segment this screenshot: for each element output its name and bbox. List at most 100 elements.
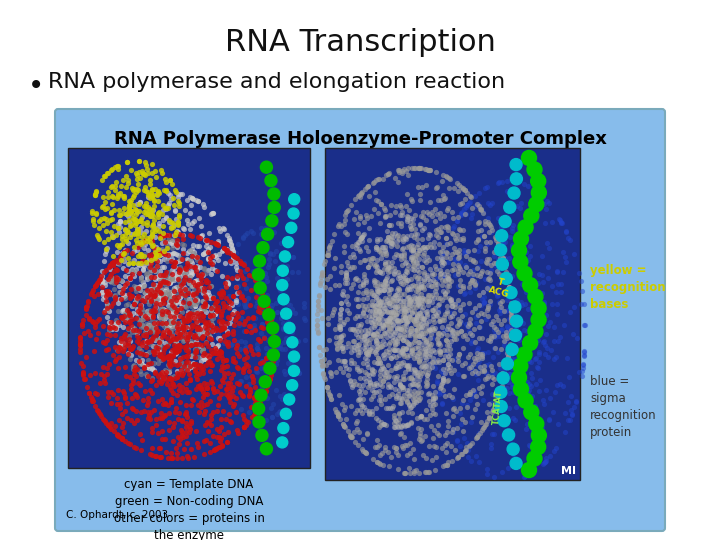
Point <box>454 409 465 417</box>
Point <box>328 308 339 316</box>
Point <box>476 417 487 426</box>
Point <box>266 325 278 334</box>
Point <box>175 366 186 375</box>
Point <box>566 411 577 420</box>
Point <box>142 296 153 305</box>
Point <box>240 345 251 354</box>
Point <box>143 306 155 314</box>
Point <box>382 273 393 281</box>
Point <box>141 269 153 278</box>
Circle shape <box>523 335 538 350</box>
Point <box>422 291 433 299</box>
Point <box>397 274 408 282</box>
Point <box>232 312 243 321</box>
Point <box>107 259 118 268</box>
Point <box>333 332 345 341</box>
Point <box>140 269 152 278</box>
Point <box>204 282 215 291</box>
Point <box>441 460 452 469</box>
Point <box>217 325 228 334</box>
Point <box>397 408 408 417</box>
Point <box>446 309 457 318</box>
Point <box>354 381 365 390</box>
Point <box>486 380 498 388</box>
Point <box>420 319 432 327</box>
Point <box>421 415 433 423</box>
Point <box>374 343 386 352</box>
Point <box>476 295 487 304</box>
Point <box>420 337 432 346</box>
Point <box>353 327 364 335</box>
Point <box>338 422 350 430</box>
Point <box>384 318 396 327</box>
Point <box>181 248 193 257</box>
Point <box>397 244 408 253</box>
Point <box>246 372 257 381</box>
Point <box>169 299 181 308</box>
Point <box>434 209 446 218</box>
Point <box>421 371 433 380</box>
Point <box>96 267 108 275</box>
Point <box>217 288 228 296</box>
Point <box>227 402 238 410</box>
Point <box>381 212 392 220</box>
Point <box>179 361 190 370</box>
Point <box>375 249 387 258</box>
Point <box>140 312 152 320</box>
Point <box>462 322 474 330</box>
Point <box>426 208 438 217</box>
Point <box>456 199 468 208</box>
Point <box>148 350 160 359</box>
Point <box>78 374 90 383</box>
Point <box>74 337 86 346</box>
Point <box>415 332 426 341</box>
Point <box>249 394 261 403</box>
Point <box>80 304 91 313</box>
Point <box>467 275 478 284</box>
Point <box>403 312 415 320</box>
Point <box>174 305 185 313</box>
Point <box>433 355 444 364</box>
Point <box>370 388 382 396</box>
Point <box>502 358 513 367</box>
Point <box>408 380 419 389</box>
Point <box>497 371 508 380</box>
Point <box>81 352 92 361</box>
Point <box>526 373 538 382</box>
Point <box>114 222 125 231</box>
Point <box>372 357 384 366</box>
Point <box>374 392 386 400</box>
Point <box>148 365 160 374</box>
Point <box>154 288 166 296</box>
Point <box>197 271 209 280</box>
Point <box>524 442 536 450</box>
Point <box>235 404 247 413</box>
Point <box>416 226 428 234</box>
Point <box>168 193 179 202</box>
Point <box>127 375 138 384</box>
Point <box>215 365 227 374</box>
Point <box>422 233 433 242</box>
Point <box>238 411 249 420</box>
Point <box>371 176 382 185</box>
Point <box>387 335 399 344</box>
Point <box>419 328 431 337</box>
Point <box>163 360 174 368</box>
Point <box>461 390 472 399</box>
Point <box>340 208 351 217</box>
Point <box>383 307 395 316</box>
Point <box>131 329 143 338</box>
Point <box>117 288 128 297</box>
Point <box>458 282 469 291</box>
Point <box>432 301 444 309</box>
Point <box>367 302 379 310</box>
Point <box>231 309 243 318</box>
Point <box>145 265 157 274</box>
Point <box>385 261 397 270</box>
Point <box>379 404 391 413</box>
Point <box>194 258 206 266</box>
Point <box>140 210 151 219</box>
Point <box>377 337 389 346</box>
Point <box>379 446 390 455</box>
Point <box>379 243 391 252</box>
